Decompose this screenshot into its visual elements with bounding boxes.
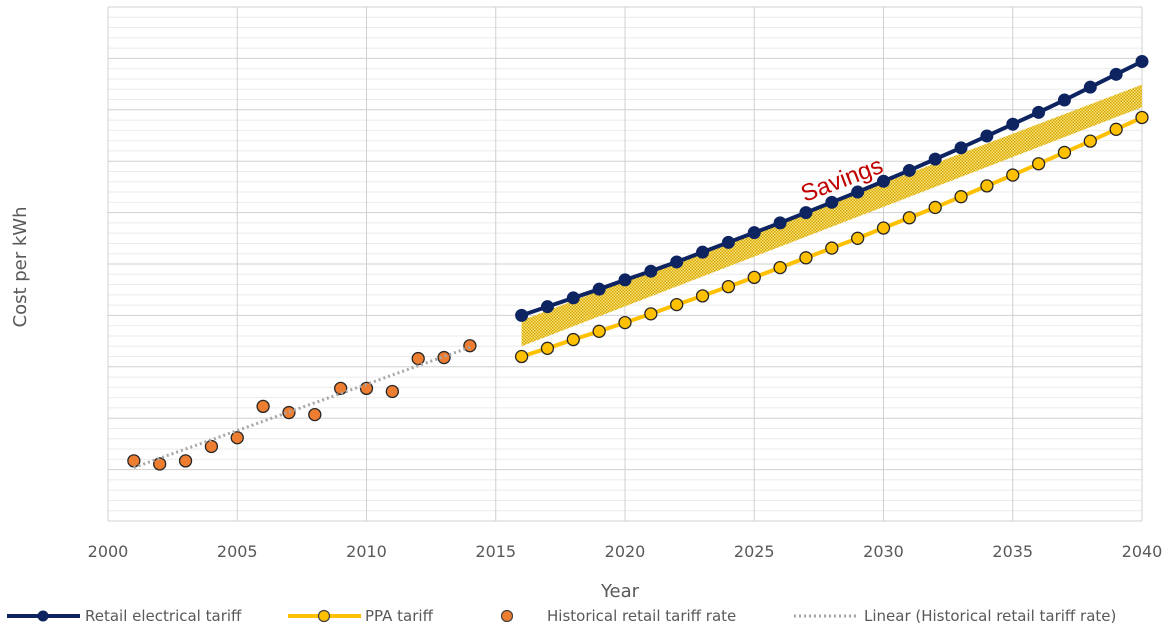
legend-label-retail: Retail electrical tariff [85, 607, 242, 625]
data-point-series-0 [825, 195, 839, 209]
data-point-series-1 [1006, 168, 1020, 182]
data-point-series-0 [670, 255, 684, 269]
data-point-series-0 [696, 245, 710, 259]
data-point-series-1 [928, 200, 942, 215]
data-point-series-1 [1031, 157, 1046, 171]
x-tick-label: 2005 [217, 542, 258, 561]
data-point-series-1 [876, 221, 891, 235]
data-point-series-1 [618, 315, 632, 330]
data-point-series-0 [1006, 117, 1020, 131]
data-point-series-0 [877, 174, 890, 188]
data-point-series-0 [1057, 93, 1071, 107]
x-tick-label: 2035 [992, 542, 1033, 561]
data-point-series-2 [308, 407, 322, 422]
data-point-series-1 [644, 307, 658, 321]
data-point-series-2 [463, 339, 477, 353]
data-point-series-0 [954, 141, 968, 155]
gridlines [107, 6, 1143, 522]
savings-band [521, 84, 1142, 347]
data-point-series-2 [178, 454, 193, 468]
x-axis-ticks: 2000 2005 2010 2015 2020 2025 2030 2035 2040 [88, 542, 1163, 561]
data-point-series-0 [980, 129, 994, 143]
data-point-series-2 [153, 457, 167, 471]
data-point-series-2 [127, 454, 141, 468]
data-point-series-2 [282, 405, 296, 420]
data-point-series-1 [1135, 110, 1149, 125]
data-point-series-0 [618, 273, 632, 287]
data-point-series-1 [825, 241, 839, 255]
data-point-series-2 [256, 399, 270, 414]
data-point-series-0 [1135, 54, 1149, 68]
data-point-series-0 [902, 163, 916, 177]
data-point-series-0 [747, 226, 761, 240]
data-point-series-1 [980, 179, 994, 193]
data-point-series-0 [566, 291, 580, 305]
data-point-series-1 [851, 231, 865, 245]
x-tick-label: 2010 [346, 542, 387, 561]
legend-item-historical: Historical retail tariff rate [500, 607, 736, 625]
data-point-series-1 [514, 349, 529, 364]
legend: Retail electrical tariff PPA tariff Hist… [7, 607, 1116, 625]
data-point-series-0 [644, 264, 658, 278]
legend-item-retail: Retail electrical tariff [7, 607, 242, 625]
legend-item-trendline: Linear (Historical retail tariff rate) [794, 607, 1116, 625]
series-line-1 [520, 115, 1143, 359]
x-tick-label: 2030 [863, 542, 904, 561]
data-point-series-1 [954, 190, 968, 204]
x-tick-label: 2025 [734, 542, 775, 561]
data-point-series-1 [747, 270, 761, 285]
data-point-series-0 [851, 185, 865, 199]
x-tick-label: 2040 [1122, 542, 1163, 561]
x-tick-label: 2015 [475, 542, 516, 561]
data-point-series-2 [204, 439, 219, 454]
legend-swatch-retail-marker [37, 610, 49, 622]
data-point-series-2 [359, 381, 374, 396]
data-point-series-0 [540, 300, 554, 314]
data-point-series-1 [902, 211, 916, 225]
data-point-series-0 [592, 282, 606, 296]
data-point-series-1 [566, 332, 580, 347]
data-point-series-2 [333, 381, 348, 396]
x-tick-label: 2000 [88, 542, 129, 561]
legend-label-historical: Historical retail tariff rate [547, 607, 736, 625]
data-point-series-0 [773, 216, 787, 230]
data-point-series-2 [437, 350, 451, 365]
data-point-series-1 [1057, 145, 1072, 160]
y-axis-title: Cost per kWh [10, 207, 31, 328]
data-point-series-2 [385, 384, 400, 399]
data-point-series-1 [773, 260, 787, 275]
data-point-series-0 [928, 152, 942, 166]
data-point-series-1 [695, 289, 710, 303]
data-point-series-1 [592, 324, 606, 338]
data-point-series-1 [540, 341, 555, 355]
legend-item-ppa: PPA tariff [288, 607, 434, 625]
legend-label-trendline: Linear (Historical retail tariff rate) [864, 607, 1116, 625]
data-point-series-2 [411, 351, 425, 366]
savings-band-layer [521, 84, 1142, 347]
data-point-series-0 [721, 235, 735, 249]
data-point-series-1 [1083, 134, 1097, 148]
legend-swatch-historical-marker [500, 609, 514, 623]
x-tick-label: 2020 [605, 542, 646, 561]
data-point-series-2 [230, 431, 244, 445]
series-layer [127, 54, 1149, 471]
data-point-series-0 [515, 308, 529, 322]
data-point-series-1 [799, 251, 813, 265]
data-point-series-1 [721, 279, 736, 294]
data-point-series-0 [1109, 67, 1123, 81]
data-point-series-1 [1109, 122, 1123, 136]
legend-label-ppa: PPA tariff [365, 607, 434, 625]
data-point-series-1 [670, 297, 684, 312]
data-point-series-0 [799, 206, 813, 220]
legend-swatch-ppa-marker [317, 609, 331, 623]
data-point-series-0 [1032, 105, 1046, 119]
data-point-series-0 [1083, 80, 1097, 94]
x-axis-title: Year [600, 581, 640, 602]
